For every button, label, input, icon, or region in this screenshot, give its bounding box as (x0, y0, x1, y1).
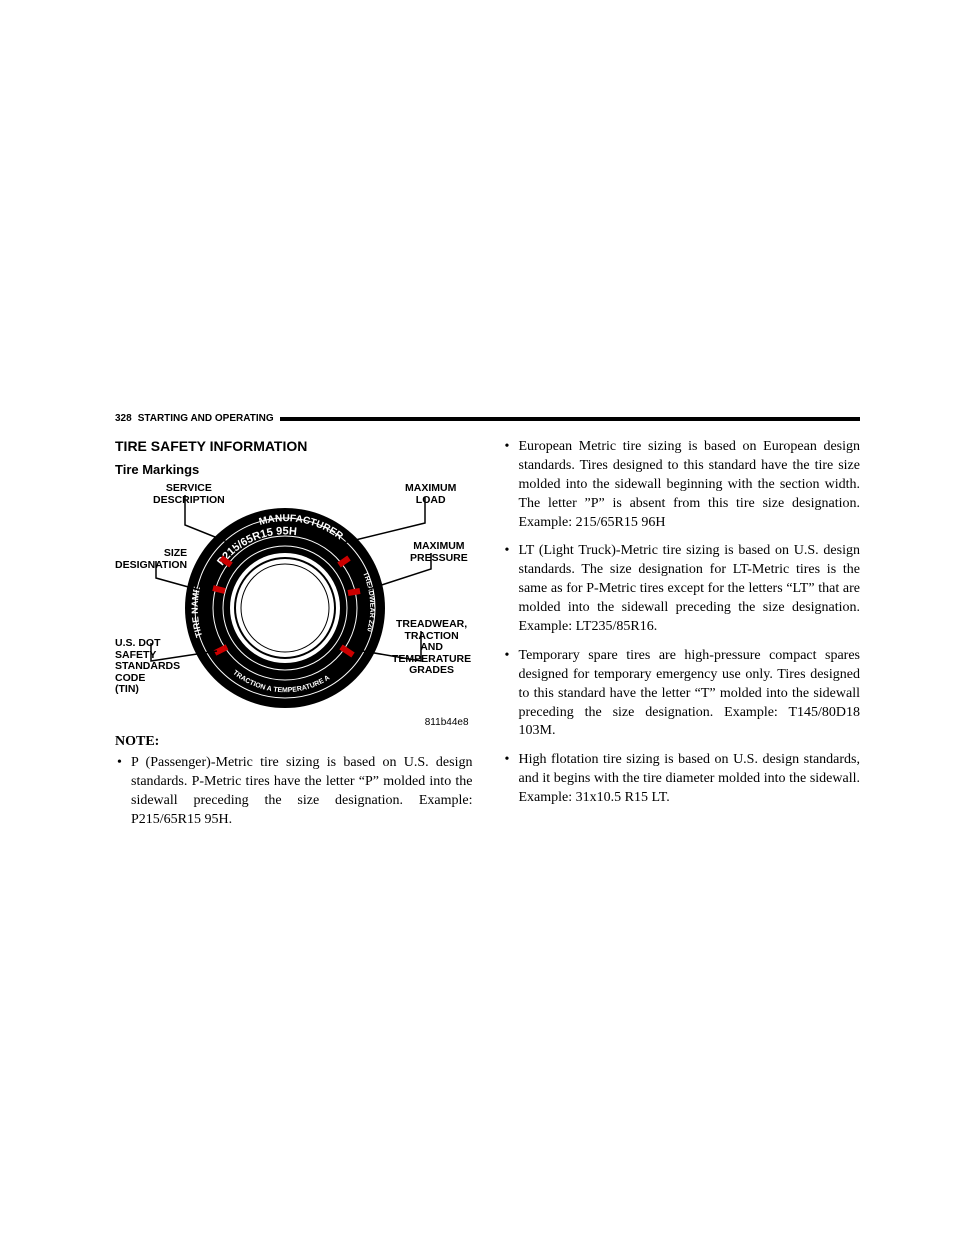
page-content: 328 STARTING AND OPERATING TIRE SAFETY I… (115, 413, 860, 840)
running-header: 328 STARTING AND OPERATING (115, 413, 860, 424)
bullet-item: P (Passenger)-Metric tire sizing is base… (115, 754, 473, 830)
heading-tire-safety: TIRE SAFETY INFORMATION (115, 438, 473, 454)
right-bullet-list: European Metric tire sizing is based on … (503, 438, 861, 808)
right-column: European Metric tire sizing is based on … (503, 432, 861, 840)
left-column: TIRE SAFETY INFORMATION Tire Markings (115, 432, 473, 840)
label-size-designation: SIZEDESIGNATION (115, 548, 187, 571)
page-number: 328 (115, 413, 132, 424)
image-code: 811b44e8 (425, 717, 469, 728)
label-dot-code: U.S. DOTSAFETYSTANDARDSCODE(TIN) (115, 638, 180, 696)
label-grades: TREADWEAR,TRACTIONANDTEMPERATUREGRADES (392, 619, 471, 677)
bullet-item: European Metric tire sizing is based on … (503, 438, 861, 532)
bullet-item: Temporary spare tires are high-pressure … (503, 647, 861, 741)
tire-markings-diagram: P215/65R15 95H MANUFACTURER TIRE NAME TR… (115, 483, 473, 728)
bullet-item: LT (Light Truck)-Metric tire sizing is b… (503, 542, 861, 636)
two-column-layout: TIRE SAFETY INFORMATION Tire Markings (115, 432, 860, 840)
label-max-pressure: MAXIMUMPRESSURE (410, 541, 468, 564)
label-service-description: SERVICEDESCRIPTION (153, 483, 225, 506)
left-bullet-list: P (Passenger)-Metric tire sizing is base… (115, 754, 473, 830)
note-label: NOTE: (115, 734, 473, 750)
section-name: STARTING AND OPERATING (138, 413, 274, 424)
bullet-item: High flotation tire sizing is based on U… (503, 751, 861, 808)
header-divider (280, 417, 860, 421)
heading-tire-markings: Tire Markings (115, 462, 473, 477)
label-max-load: MAXIMUMLOAD (405, 483, 456, 506)
